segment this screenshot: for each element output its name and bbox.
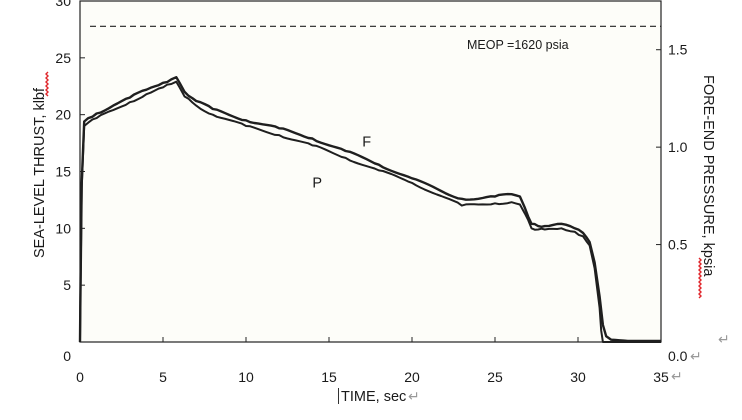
x-tick-label: 30 bbox=[570, 369, 586, 385]
return-mark-x-end: ↵ bbox=[671, 368, 683, 384]
meop-annotation: MEOP =1620 psia bbox=[467, 38, 569, 52]
y-right-tick-label: 1.5 bbox=[668, 42, 688, 58]
x-tick-label: 35 bbox=[653, 369, 669, 385]
x-tick-label: 20 bbox=[404, 369, 420, 385]
x-axis-ticks: 0 5 10 15 20 25 30 35 bbox=[76, 337, 669, 385]
y-left-tick-label: 20 bbox=[55, 107, 71, 123]
x-tick-label: 0 bbox=[76, 369, 84, 385]
y-left-axis-ticks: 0 5 10 15 20 25 30 bbox=[55, 0, 85, 364]
x-tick-label: 15 bbox=[321, 369, 337, 385]
spellcheck-underline-klbf bbox=[45, 71, 49, 97]
y-left-axis-title: SEA-LEVEL THRUST, klbf bbox=[32, 87, 48, 258]
x-axis-title: TIME, sec bbox=[341, 389, 406, 405]
y-left-tick-label: 25 bbox=[55, 50, 71, 66]
plot-area bbox=[79, 0, 662, 343]
x-tick-label: 5 bbox=[159, 369, 167, 385]
series-line-f bbox=[78, 76, 661, 343]
x-tick-label: 10 bbox=[238, 369, 254, 385]
y-right-tick-label: 1.0 bbox=[668, 139, 688, 155]
y-left-tick-label: 10 bbox=[55, 220, 71, 236]
series-group bbox=[78, 76, 661, 343]
y-right-axis-title: FORE-END PRESSURE, kpsia bbox=[700, 75, 716, 277]
y-left-tick-label: 0 bbox=[63, 348, 71, 364]
series-labels: FP bbox=[312, 134, 371, 191]
return-mark-top: ↵ bbox=[718, 331, 730, 347]
y-right-tick-label: 0.5 bbox=[668, 237, 688, 253]
return-mark-right-zero: ↵ bbox=[690, 348, 702, 364]
series-label-p: P bbox=[312, 175, 322, 191]
y-right-axis-ticks: 0.0 0.5 1.0 1.5 bbox=[656, 42, 688, 364]
y-left-tick-label: 30 bbox=[55, 0, 71, 9]
series-line-p bbox=[79, 80, 661, 343]
series-label-f: F bbox=[362, 134, 371, 150]
spellcheck-underline-kpsia bbox=[698, 257, 702, 299]
y-right-tick-label: 0.0 bbox=[668, 348, 688, 364]
return-mark-xlabel: ↵ bbox=[408, 388, 420, 404]
x-tick-label: 25 bbox=[487, 369, 503, 385]
y-left-tick-label: 15 bbox=[55, 164, 71, 180]
y-left-tick-label: 5 bbox=[63, 277, 71, 293]
